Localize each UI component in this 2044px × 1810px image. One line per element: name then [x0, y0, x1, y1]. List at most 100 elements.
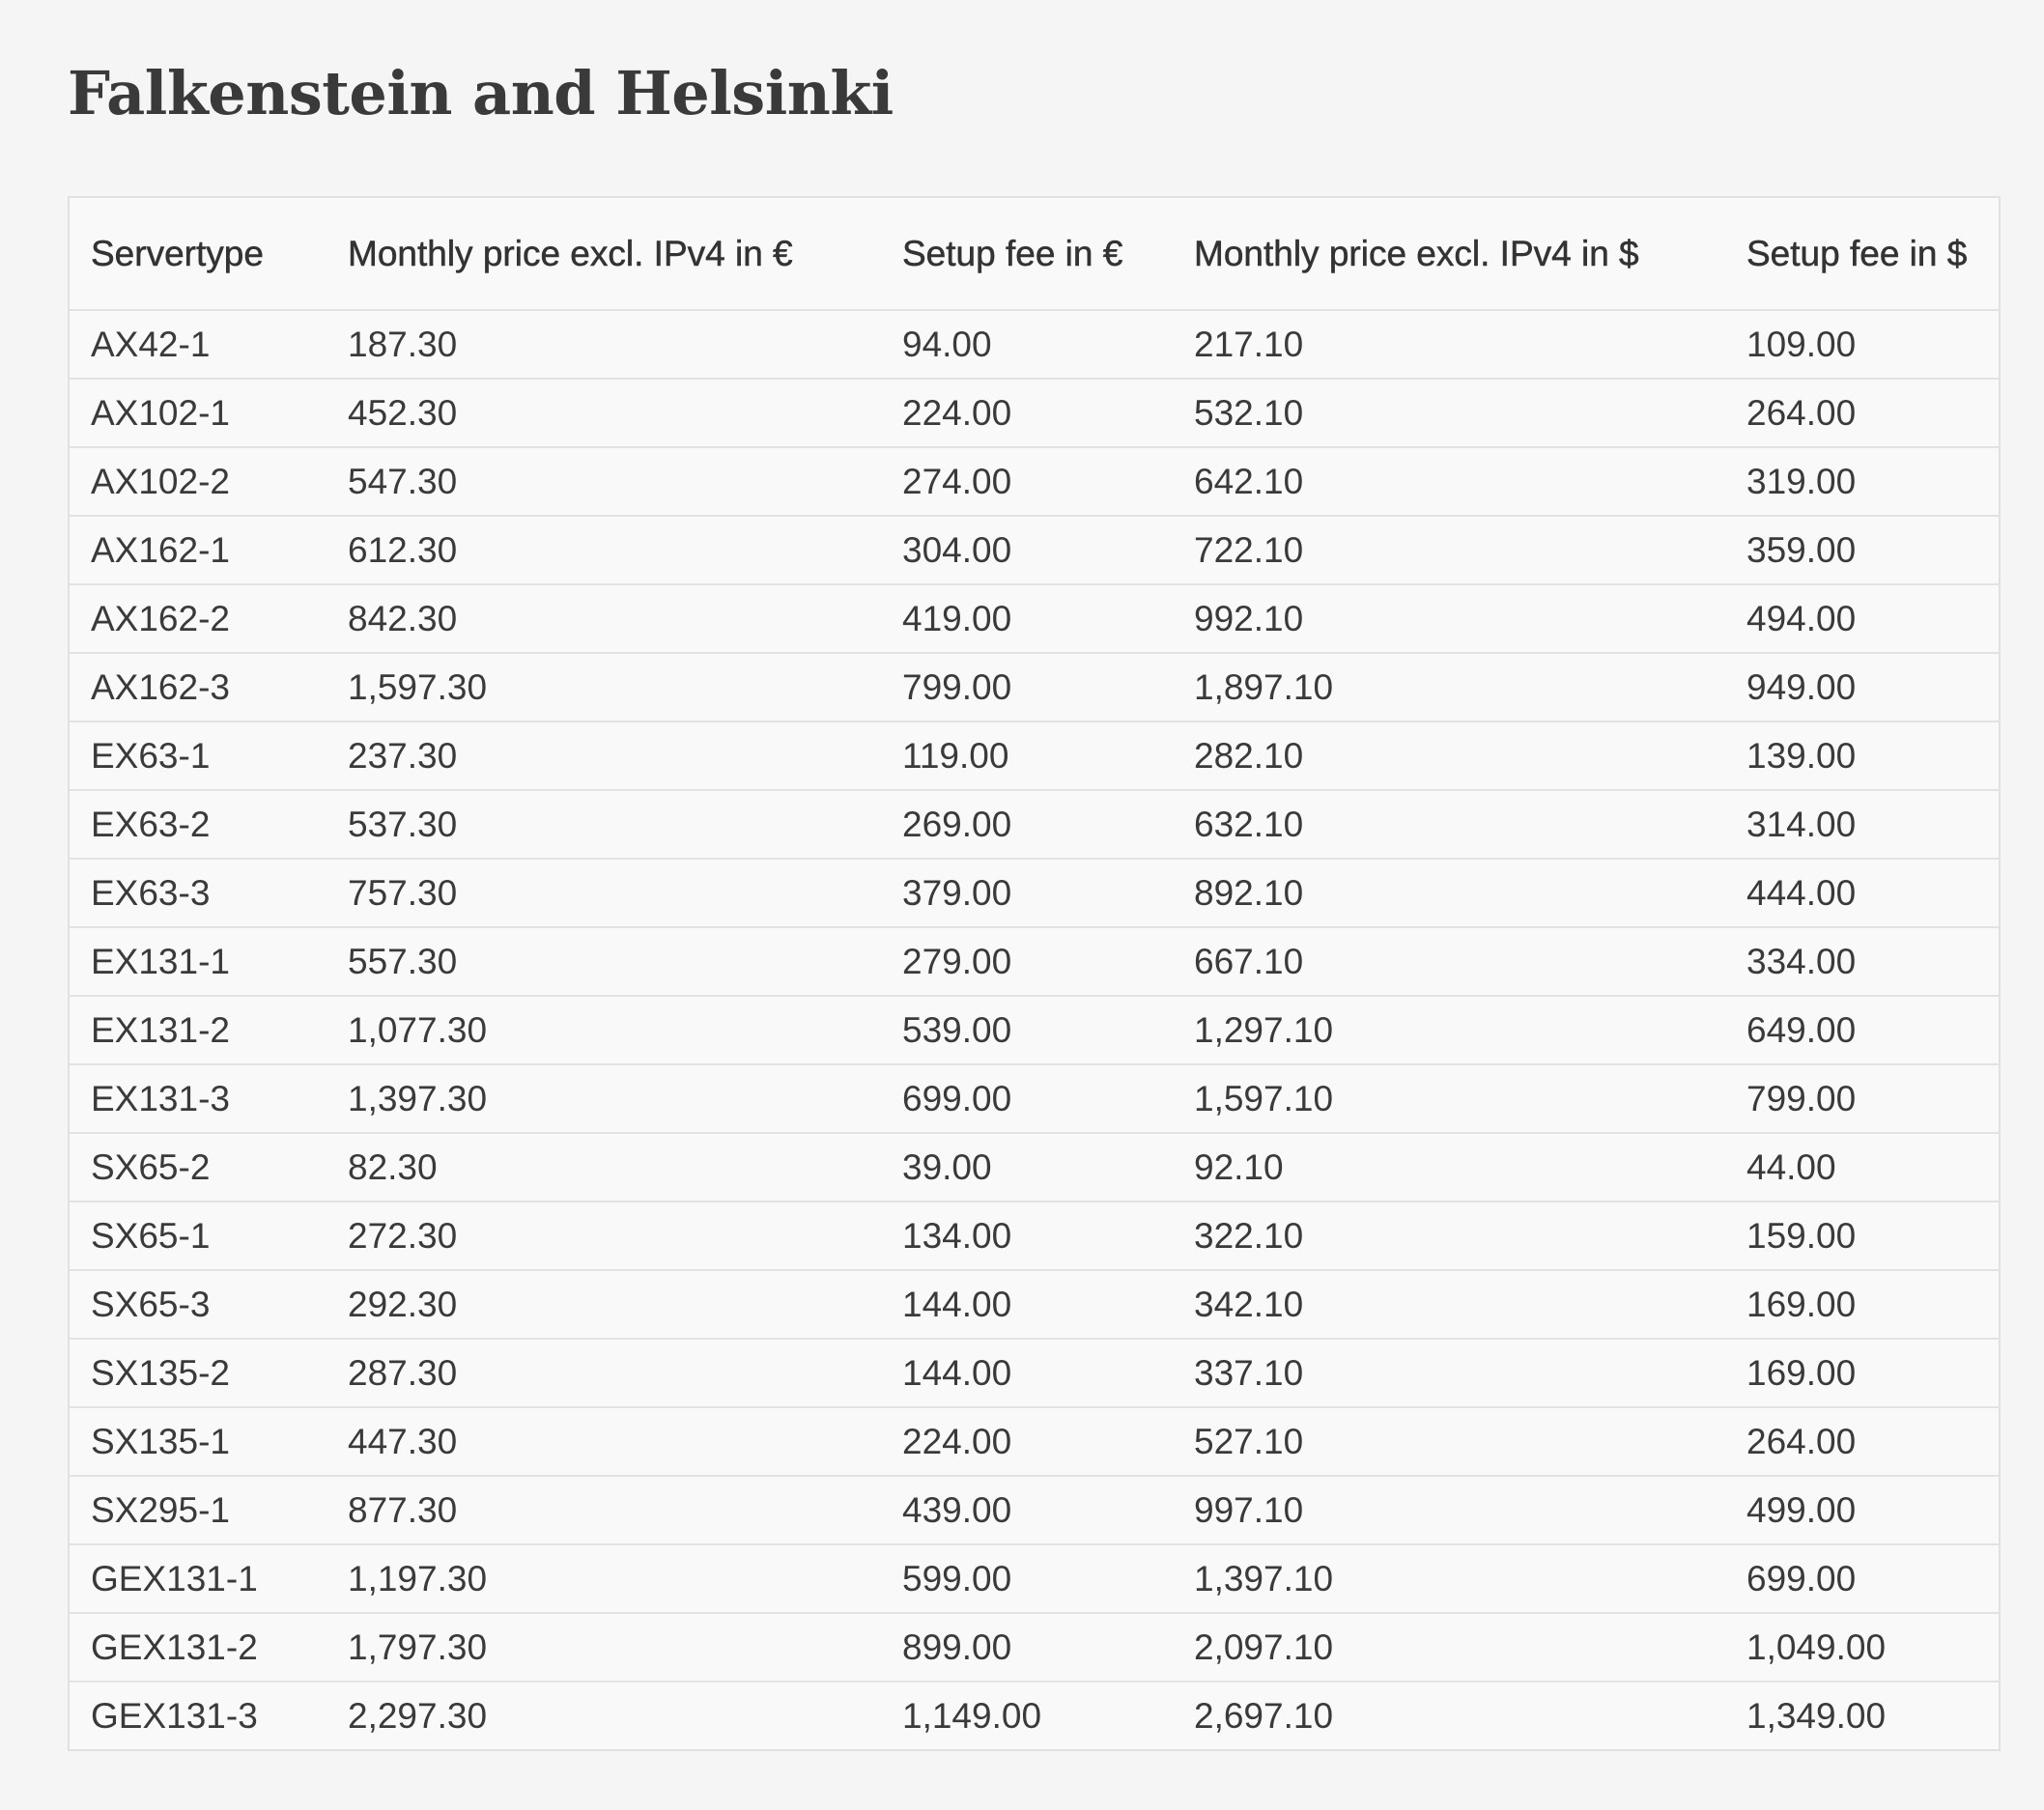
- table-cell: 269.00: [881, 789, 1173, 859]
- table-cell: 2,297.30: [326, 1681, 881, 1750]
- table-cell: 1,149.00: [881, 1681, 1173, 1750]
- table-cell: 144.00: [881, 1269, 1173, 1339]
- table-cell: 444.00: [1725, 858, 2000, 927]
- table-cell: 757.30: [326, 858, 881, 927]
- table-cell: 134.00: [881, 1201, 1173, 1270]
- table-cell: EX63-2: [69, 789, 326, 859]
- table-cell: 314.00: [1725, 789, 2000, 859]
- table-cell: GEX131-1: [69, 1543, 326, 1613]
- table-cell: 547.30: [326, 446, 881, 516]
- table-cell: GEX131-3: [69, 1681, 326, 1750]
- table-cell: 319.00: [1725, 446, 2000, 516]
- table-cell: AX102-1: [69, 378, 326, 447]
- column-header: Monthly price excl. IPv4 in €: [326, 196, 881, 310]
- table-cell: 699.00: [1725, 1543, 2000, 1613]
- table-cell: GEX131-2: [69, 1612, 326, 1682]
- table-cell: 799.00: [881, 652, 1173, 721]
- table-cell: AX102-2: [69, 446, 326, 516]
- table-cell: SX65-1: [69, 1201, 326, 1270]
- table-cell: EX63-1: [69, 721, 326, 790]
- table-cell: AX42-1: [69, 309, 326, 379]
- table-cell: 334.00: [1725, 926, 2000, 996]
- table-cell: 287.30: [326, 1338, 881, 1407]
- table-cell: SX135-2: [69, 1338, 326, 1407]
- table-cell: 217.10: [1173, 309, 1725, 379]
- table-cell: 139.00: [1725, 721, 2000, 790]
- table-cell: 92.10: [1173, 1132, 1725, 1202]
- table-cell: 1,397.10: [1173, 1543, 1725, 1613]
- table-cell: 337.10: [1173, 1338, 1725, 1407]
- table-cell: 439.00: [881, 1475, 1173, 1544]
- table-cell: 119.00: [881, 721, 1173, 790]
- table-cell: 557.30: [326, 926, 881, 996]
- table-cell: 342.10: [1173, 1269, 1725, 1339]
- table-cell: 359.00: [1725, 515, 2000, 584]
- column-header: Setup fee in €: [881, 196, 1173, 310]
- table-cell: 997.10: [1173, 1475, 1725, 1544]
- table-cell: EX131-3: [69, 1063, 326, 1133]
- table-cell: EX63-3: [69, 858, 326, 927]
- table-head: Servertype Monthly price excl. IPv4 in € S…: [69, 196, 2000, 310]
- table-cell: 94.00: [881, 309, 1173, 379]
- table-cell: 237.30: [326, 721, 881, 790]
- table-row: SX295-1 877.30 439.00 997.10 499.00: [69, 1475, 2000, 1544]
- table-cell: 642.10: [1173, 446, 1725, 516]
- table-cell: 2,097.10: [1173, 1612, 1725, 1682]
- table-cell: 2,697.10: [1173, 1681, 1725, 1750]
- table-cell: 494.00: [1725, 583, 2000, 653]
- table-row: EX131-3 1,397.30 699.00 1,597.10 799.00: [69, 1063, 2000, 1133]
- table-cell: 892.10: [1173, 858, 1725, 927]
- table-row: EX63-3 757.30 379.00 892.10 444.00: [69, 858, 2000, 927]
- table-body: AX42-1 187.30 94.00 217.10 109.00 AX102-1 452.…: [69, 309, 2000, 1750]
- table-cell: 1,049.00: [1725, 1612, 2000, 1682]
- table-cell: 82.30: [326, 1132, 881, 1202]
- table-cell: 532.10: [1173, 378, 1725, 447]
- table-row: GEX131-1 1,197.30 599.00 1,397.10 699.00: [69, 1543, 2000, 1613]
- table-cell: 224.00: [881, 1406, 1173, 1476]
- table-cell: 264.00: [1725, 378, 2000, 447]
- table-cell: 1,597.30: [326, 652, 881, 721]
- table-row: EX63-2 537.30 269.00 632.10 314.00: [69, 789, 2000, 859]
- table-cell: 109.00: [1725, 309, 2000, 379]
- table-row: AX162-2 842.30 419.00 992.10 494.00: [69, 583, 2000, 653]
- header-row: Servertype Monthly price excl. IPv4 in € S…: [69, 196, 2000, 310]
- table-cell: SX135-1: [69, 1406, 326, 1476]
- table-cell: 264.00: [1725, 1406, 2000, 1476]
- table-cell: 379.00: [881, 858, 1173, 927]
- table-cell: 799.00: [1725, 1063, 2000, 1133]
- table-cell: 304.00: [881, 515, 1173, 584]
- table-cell: 599.00: [881, 1543, 1173, 1613]
- table-row: SX65-1 272.30 134.00 322.10 159.00: [69, 1201, 2000, 1270]
- table-row: SX135-1 447.30 224.00 527.10 264.00: [69, 1406, 2000, 1476]
- table-cell: 539.00: [881, 995, 1173, 1064]
- table-cell: 1,197.30: [326, 1543, 881, 1613]
- table-cell: 169.00: [1725, 1269, 2000, 1339]
- table-cell: 279.00: [881, 926, 1173, 996]
- table-cell: 292.30: [326, 1269, 881, 1339]
- table-cell: 272.30: [326, 1201, 881, 1270]
- table-cell: 699.00: [881, 1063, 1173, 1133]
- table-cell: 527.10: [1173, 1406, 1725, 1476]
- table-cell: 899.00: [881, 1612, 1173, 1682]
- table-row: GEX131-3 2,297.30 1,149.00 2,697.10 1,349.00: [69, 1681, 2000, 1750]
- table-cell: 632.10: [1173, 789, 1725, 859]
- table-cell: SX65-3: [69, 1269, 326, 1339]
- table-cell: 537.30: [326, 789, 881, 859]
- table-cell: AX162-1: [69, 515, 326, 584]
- table-cell: 667.10: [1173, 926, 1725, 996]
- table-cell: 612.30: [326, 515, 881, 584]
- table-cell: 499.00: [1725, 1475, 2000, 1544]
- table-cell: SX295-1: [69, 1475, 326, 1544]
- table-row: SX65-2 82.30 39.00 92.10 44.00: [69, 1132, 2000, 1202]
- table-cell: AX162-3: [69, 652, 326, 721]
- page-title: Falkenstein and Helsinki: [68, 58, 894, 128]
- table-cell: 949.00: [1725, 652, 2000, 721]
- table-row: AX162-1 612.30 304.00 722.10 359.00: [69, 515, 2000, 584]
- table-cell: 169.00: [1725, 1338, 2000, 1407]
- table-row: AX102-1 452.30 224.00 532.10 264.00: [69, 378, 2000, 447]
- table-cell: 1,897.10: [1173, 652, 1725, 721]
- table-cell: 1,077.30: [326, 995, 881, 1064]
- table-row: EX131-1 557.30 279.00 667.10 334.00: [69, 926, 2000, 996]
- table-row: AX162-3 1,597.30 799.00 1,897.10 949.00: [69, 652, 2000, 721]
